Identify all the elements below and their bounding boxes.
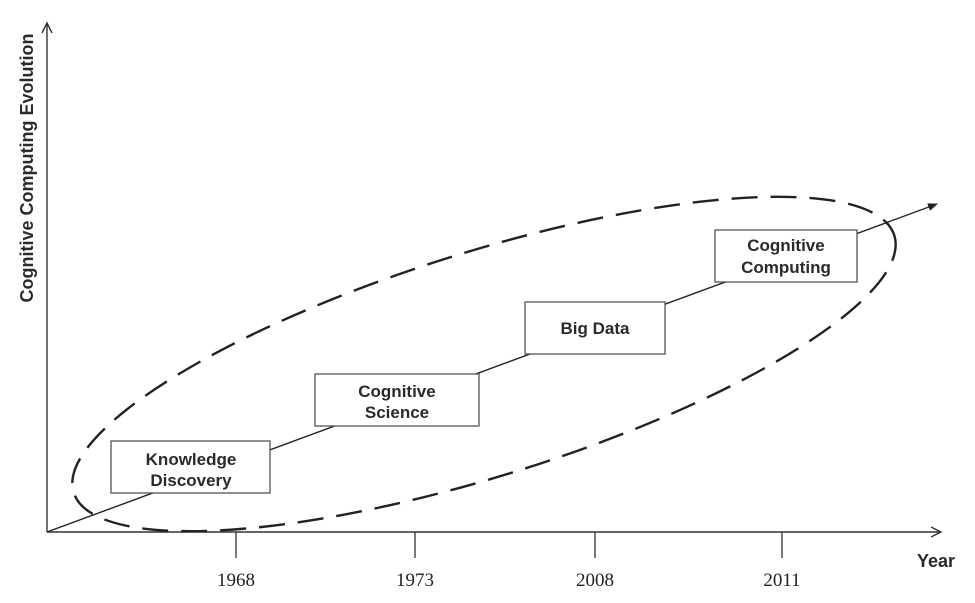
stage-label-line: Science: [365, 403, 429, 422]
y-axis-label: Cognitive Computing Evolution: [17, 34, 37, 303]
stage-big-data: Big Data: [524, 301, 666, 355]
dashed-ellipse: [71, 195, 897, 533]
y-axis-arrow-icon: [41, 21, 53, 34]
stage-label-line: Discovery: [150, 471, 232, 490]
x-tick-label: 2008: [576, 570, 614, 591]
stage-label-line: Cognitive: [747, 236, 824, 255]
stage-cognitive-computing: Cognitive Computing: [714, 229, 858, 283]
x-tick-label: 1968: [217, 570, 255, 591]
stage-label-line: Computing: [741, 258, 831, 277]
stage-box: [524, 301, 666, 355]
x-tick-label: 2011: [763, 570, 800, 591]
x-axis-arrow-icon: [930, 526, 943, 538]
x-tick-label: 1973: [396, 570, 434, 591]
stage-box: [714, 229, 858, 283]
stage-cognitive-science: Cognitive Science: [314, 373, 480, 427]
stage-box: [110, 440, 271, 494]
stage-label-line: Cognitive: [358, 382, 435, 401]
x-axis-label: Year: [917, 551, 955, 571]
stage-knowledge-discovery: Knowledge Discovery: [110, 440, 271, 494]
stage-box: [314, 373, 480, 427]
stage-label-line: Big Data: [561, 319, 631, 338]
stage-label-line: Knowledge: [146, 450, 237, 469]
